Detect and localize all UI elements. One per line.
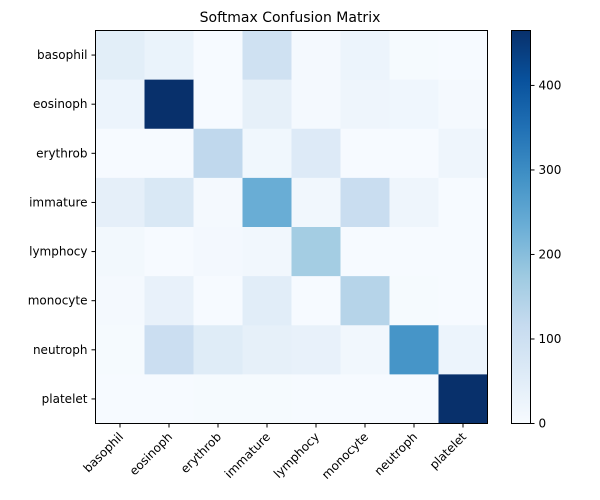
heatmap-cell	[95, 30, 145, 81]
heatmap-cell	[340, 227, 390, 277]
heatmap-cell	[389, 79, 439, 130]
x-tick-label: eosinoph	[127, 430, 175, 478]
heatmap-cell	[291, 227, 341, 277]
colorbar	[511, 30, 531, 424]
heatmap-cell	[144, 276, 194, 326]
heatmap-cell	[144, 177, 194, 228]
heatmap-cell	[438, 79, 488, 130]
heatmap-cell	[340, 325, 390, 375]
colorbar-tick-label: 300	[539, 163, 562, 177]
heatmap-cell	[193, 227, 243, 277]
heatmap-cell	[340, 374, 390, 424]
colorbar-tick-label: 0	[539, 417, 547, 431]
heatmap-cell	[144, 227, 194, 277]
heatmap-cell	[193, 128, 243, 179]
heatmap-cell	[193, 30, 243, 81]
y-tick-label: platelet	[42, 392, 88, 406]
y-tick-label: lymphocy	[29, 245, 87, 259]
chart-title: Softmax Confusion Matrix	[200, 10, 381, 26]
heatmap-cell	[95, 374, 145, 424]
heatmap-cell	[291, 128, 341, 179]
heatmap-cell	[95, 325, 145, 375]
heatmap-cell	[389, 30, 439, 81]
heatmap-cell	[438, 128, 488, 179]
x-tick-label: lymphocy	[271, 430, 322, 481]
heatmap-cell	[242, 276, 292, 326]
heatmap-cell	[291, 325, 341, 375]
colorbar-ticks: 0 100 200 300 400	[530, 78, 562, 431]
heatmap-cell	[95, 79, 145, 130]
y-tick-label: basophil	[37, 48, 87, 62]
heatmap-cell	[438, 177, 488, 228]
heatmap-cell	[242, 79, 292, 130]
colorbar-tick-label: 400	[539, 78, 562, 92]
heatmap-cell	[95, 128, 145, 179]
heatmap-cell	[193, 276, 243, 326]
heatmap-cell	[438, 325, 488, 375]
heatmap-cell	[291, 30, 341, 81]
heatmap-cell	[193, 325, 243, 375]
heatmap-cell	[144, 30, 194, 81]
colorbar-tick-label: 200	[539, 247, 562, 261]
heatmap-cell	[242, 128, 292, 179]
heatmap-cell	[95, 227, 145, 277]
y-tick-label: monocyte	[28, 294, 88, 308]
x-tick-label: platelet	[427, 430, 470, 473]
heatmap-cell	[389, 177, 439, 228]
heatmap-cell	[340, 30, 390, 81]
heatmap-cell	[242, 374, 292, 424]
heatmap-cell	[291, 177, 341, 228]
heatmap-cell	[389, 227, 439, 277]
heatmap-cell	[340, 177, 390, 228]
heatmap-cell	[193, 79, 243, 130]
heatmap-cell	[291, 79, 341, 130]
x-tick-label: immature	[222, 430, 273, 481]
heatmap-cells	[95, 30, 488, 424]
heatmap-cell	[291, 374, 341, 424]
y-tick-label: neutroph	[33, 343, 88, 357]
heatmap-cell	[438, 227, 488, 277]
heatmap-cell	[389, 374, 439, 424]
heatmap-cell	[95, 276, 145, 326]
y-axis-ticks: basophil eosinoph erythrob immature lymphocy…	[28, 48, 96, 406]
heatmap-cell	[242, 325, 292, 375]
x-tick-label: monocyte	[319, 430, 371, 482]
heatmap-cell	[242, 30, 292, 81]
heatmap-cell	[340, 79, 390, 130]
heatmap-cell	[144, 374, 194, 424]
x-tick-label: basophil	[81, 430, 127, 476]
heatmap-cell	[438, 30, 488, 81]
heatmap-cell	[340, 128, 390, 179]
heatmap-cell	[291, 276, 341, 326]
heatmap-cell	[389, 276, 439, 326]
heatmap-cell	[389, 325, 439, 375]
x-tick-label: neutroph	[372, 430, 420, 478]
x-axis-ticks: basophil eosinoph erythrobimmaturelymphocy…	[81, 423, 470, 482]
plot-frame	[95, 30, 488, 424]
y-tick-label: immature	[29, 195, 87, 209]
heatmap-cell	[340, 276, 390, 326]
y-tick-label: eosinoph	[33, 97, 87, 111]
heatmap-cell	[438, 374, 488, 424]
heatmap-cell	[144, 128, 194, 179]
heatmap-cell	[144, 325, 194, 375]
heatmap-cell	[242, 227, 292, 277]
heatmap-cell	[389, 128, 439, 179]
x-tick-label: erythrob	[178, 430, 224, 476]
y-tick-label: erythrob	[36, 146, 87, 160]
colorbar-tick-label: 100	[539, 332, 562, 346]
heatmap-cell	[242, 177, 292, 228]
heatmap-cell	[438, 276, 488, 326]
heatmap-cell	[144, 79, 194, 130]
heatmap-cell	[193, 177, 243, 228]
heatmap-cell	[95, 177, 145, 228]
heatmap-cell	[193, 374, 243, 424]
